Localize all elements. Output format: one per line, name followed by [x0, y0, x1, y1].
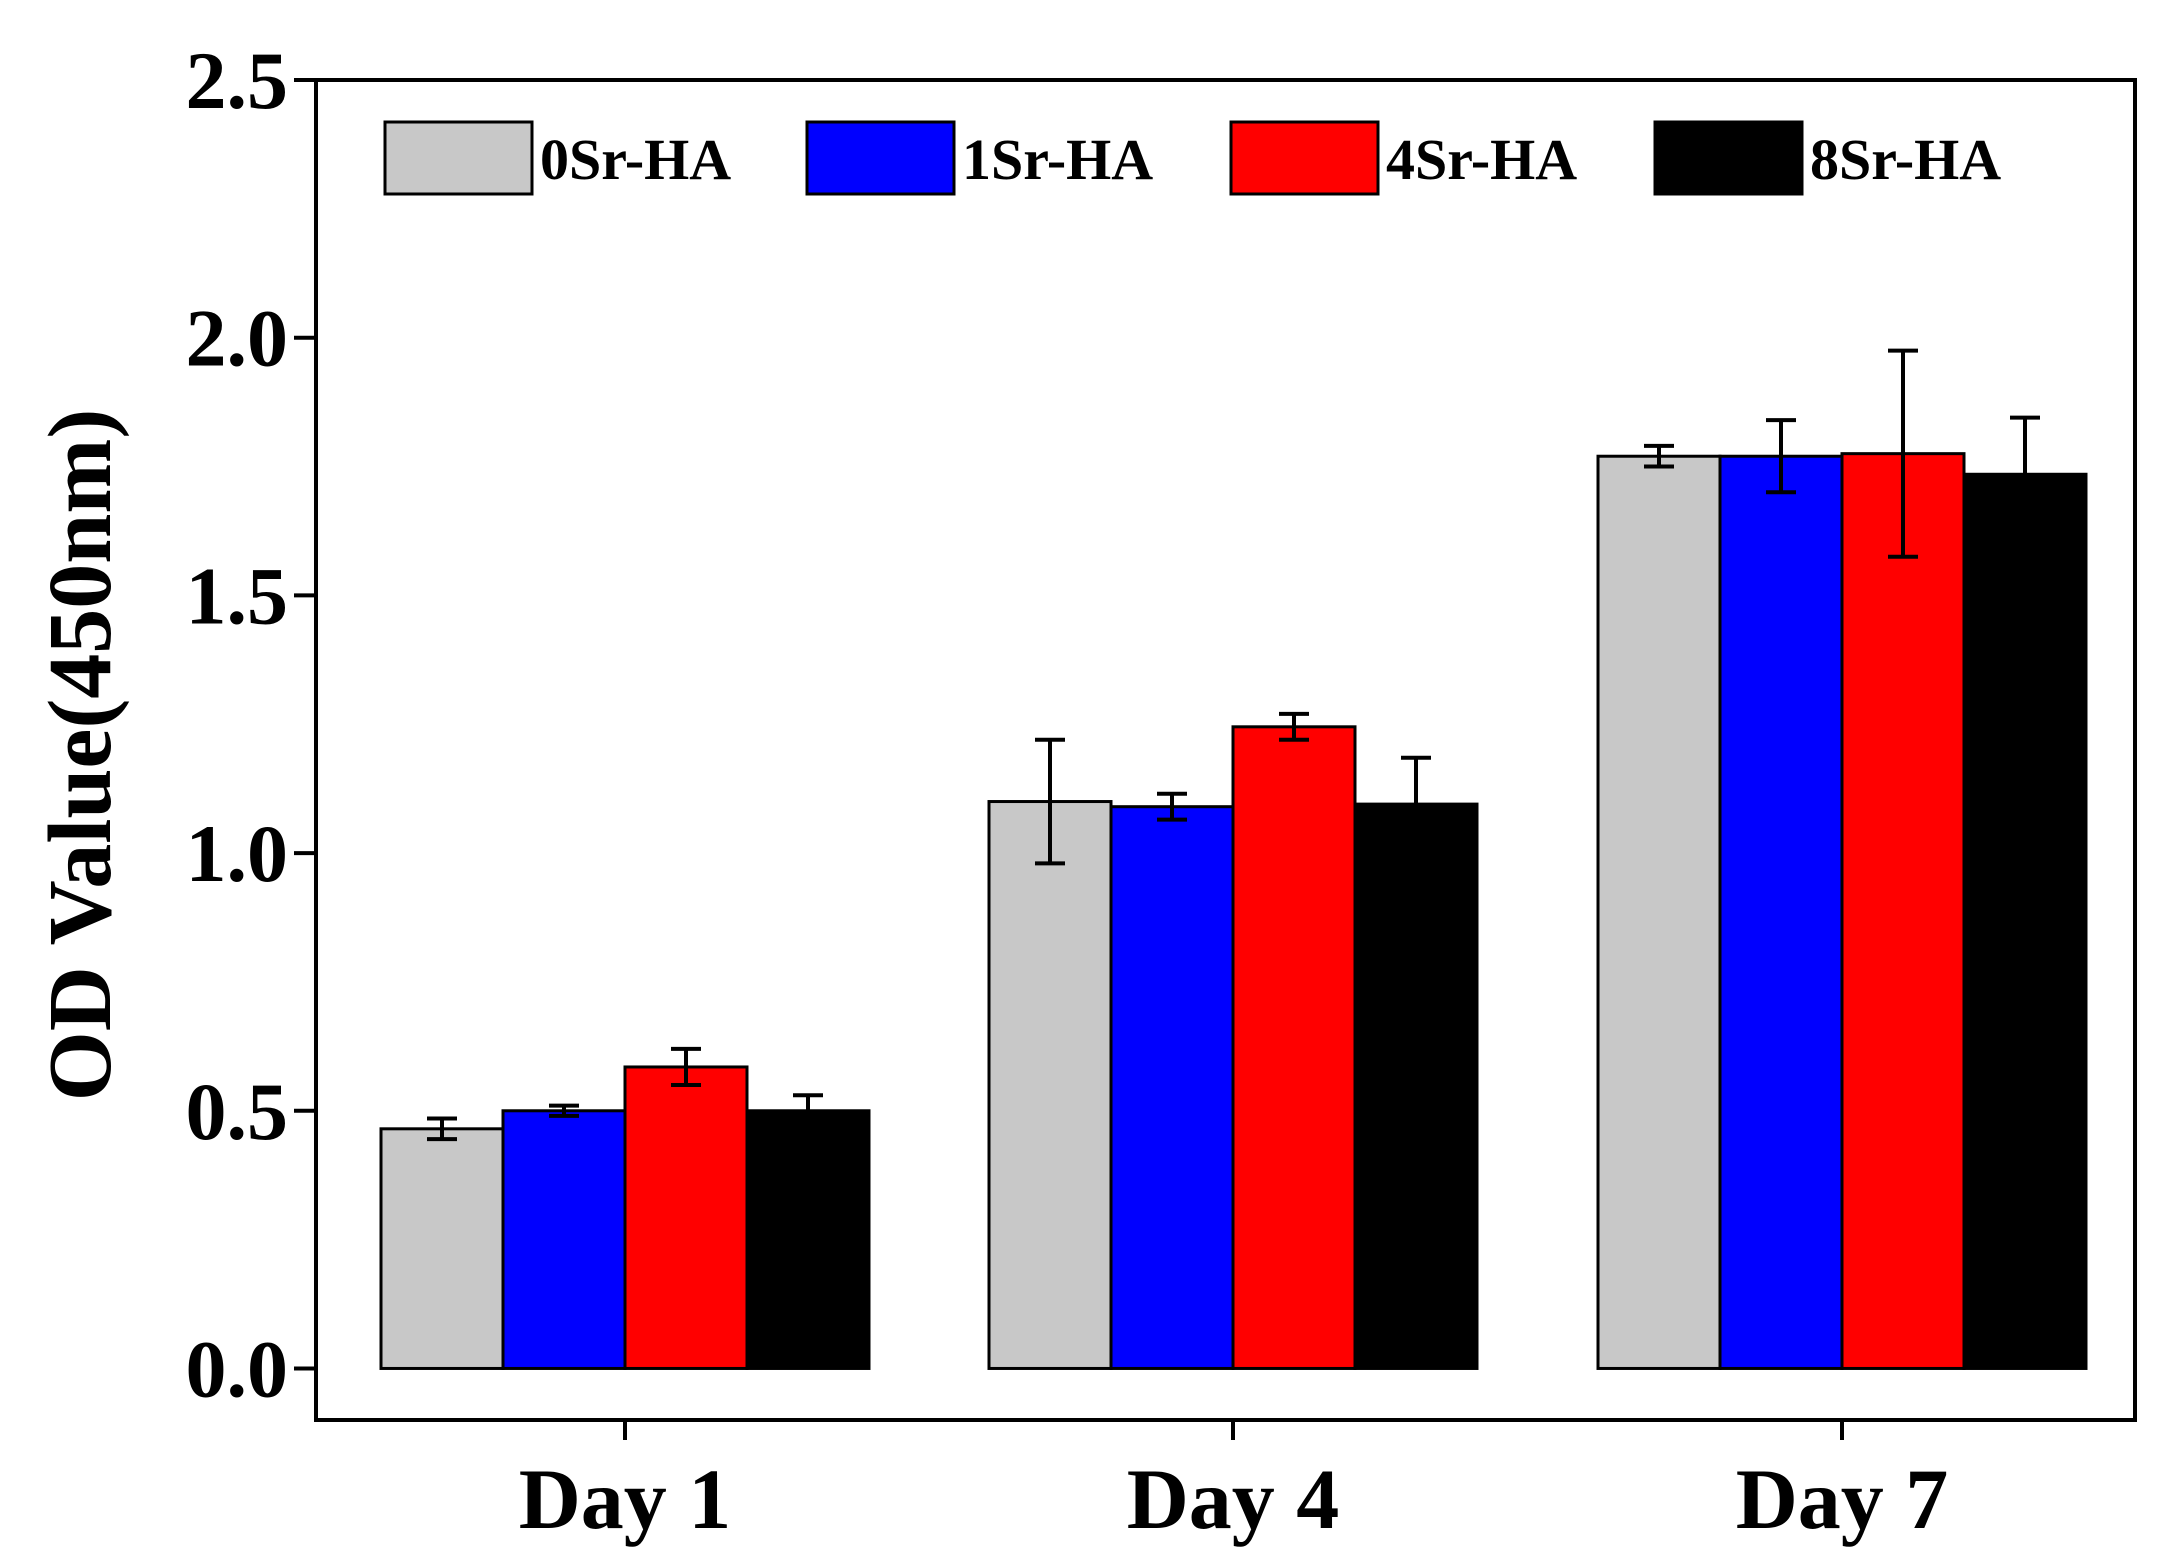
- x-tick-label: Day 7: [1736, 1451, 1949, 1547]
- legend-swatch-4Sr-HA: [1229, 120, 1380, 196]
- bar-0Sr-HA-Day-4: [987, 800, 1113, 1370]
- legend-swatch-1Sr-HA: [805, 120, 956, 196]
- bar-8Sr-HA-Day-7: [1962, 472, 2088, 1370]
- y-tick-label: 0.0: [186, 1323, 289, 1414]
- legend-label-1Sr-HA: 1Sr-HA: [962, 127, 1153, 192]
- bar-8Sr-HA-Day-1: [745, 1109, 871, 1370]
- error-bars-layer: [427, 348, 2040, 1142]
- y-axis: 0.0 0.5 1.0 1.5 2.0 2.5: [186, 35, 316, 1414]
- bar-1Sr-HA-Day-7: [1718, 454, 1844, 1370]
- y-tick-label: 2.5: [186, 35, 289, 126]
- bars-layer: [379, 452, 2088, 1370]
- legend-label-0Sr-HA: 0Sr-HA: [540, 127, 731, 192]
- y-tick-label: 1.0: [186, 808, 289, 899]
- y-axis-label: OD Value(450nm): [31, 409, 130, 1102]
- bar-8Sr-HA-Day-4: [1353, 802, 1479, 1370]
- legend-label-8Sr-HA: 8Sr-HA: [1810, 127, 2001, 192]
- x-tick-label: Day 1: [519, 1451, 732, 1547]
- legend-label-4Sr-HA: 4Sr-HA: [1386, 127, 1577, 192]
- bar-4Sr-HA-Day-1: [623, 1065, 749, 1370]
- x-tick-label: Day 4: [1127, 1451, 1340, 1547]
- legend: 0Sr-HA 1Sr-HA 4Sr-HA 8Sr-HA: [383, 120, 2001, 196]
- bar-0Sr-HA-Day-7: [1596, 454, 1722, 1370]
- bar-0Sr-HA-Day-1: [379, 1127, 505, 1370]
- bar-4Sr-HA-Day-7: [1840, 452, 1966, 1370]
- y-tick-label: 2.0: [186, 293, 289, 384]
- bar-4Sr-HA-Day-4: [1231, 725, 1357, 1370]
- bar-1Sr-HA-Day-4: [1109, 805, 1235, 1370]
- y-tick-label: 1.5: [186, 550, 289, 641]
- legend-swatch-0Sr-HA: [383, 120, 534, 196]
- legend-swatch-8Sr-HA: [1653, 120, 1804, 196]
- bar-1Sr-HA-Day-1: [501, 1109, 627, 1370]
- y-tick-label: 0.5: [186, 1066, 289, 1157]
- x-axis: Day 1 Day 4 Day 7: [519, 1420, 1949, 1547]
- plot-frame: [314, 78, 2137, 1422]
